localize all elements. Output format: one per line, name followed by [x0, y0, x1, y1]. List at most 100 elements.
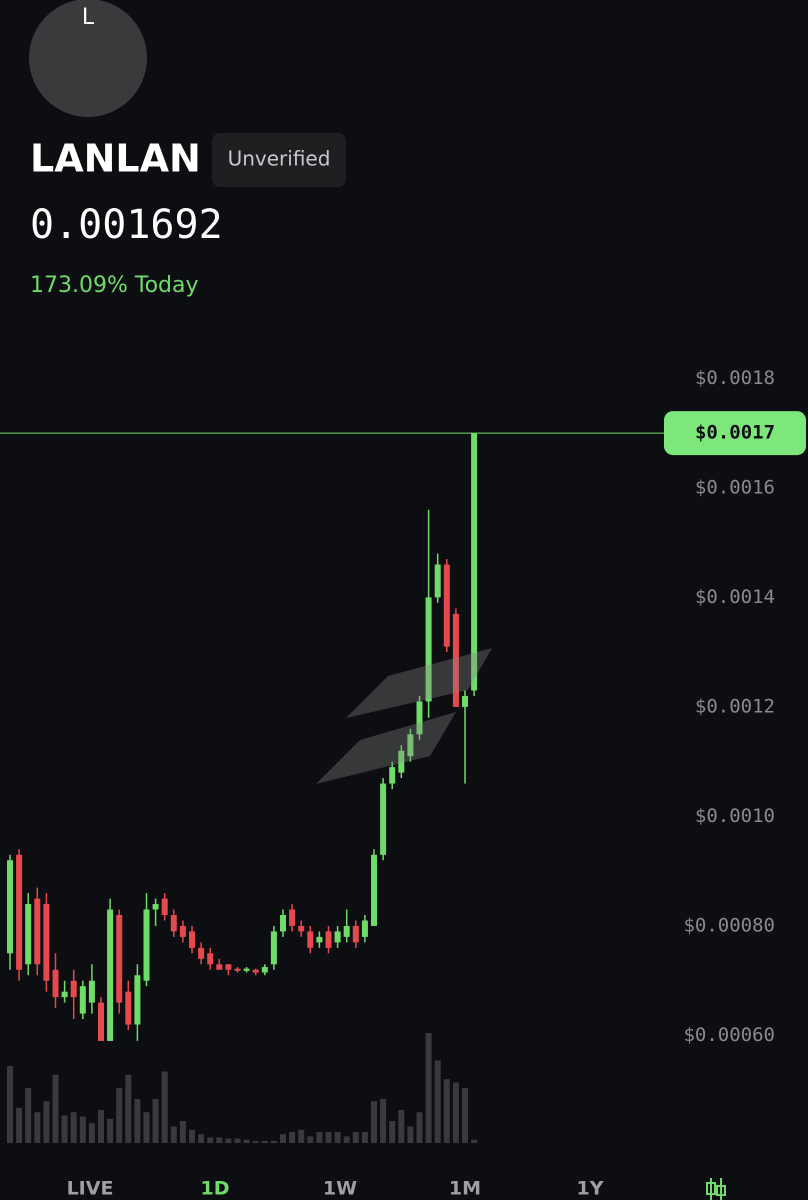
- watermark-bar: [346, 648, 492, 718]
- candle-body: [298, 925, 305, 932]
- volume-bar: [161, 1071, 168, 1143]
- volume-bar: [88, 1123, 95, 1143]
- volume-bar: [280, 1134, 286, 1143]
- candle-body: [152, 904, 159, 910]
- candle-body: [161, 898, 168, 915]
- candle-body: [343, 925, 350, 937]
- volume-bar: [325, 1132, 332, 1143]
- candle-body: [416, 701, 423, 735]
- candle-body: [389, 767, 396, 784]
- candle-body: [352, 925, 359, 943]
- candle-body: [25, 904, 32, 965]
- candle-body: [261, 967, 268, 973]
- volume-bar: [198, 1134, 205, 1143]
- candle-body: [371, 854, 377, 926]
- volume-bar: [179, 1121, 186, 1143]
- candle-body: [207, 953, 214, 965]
- candle-body: [234, 968, 241, 971]
- candle-body: [280, 915, 286, 932]
- volume-bar: [389, 1121, 396, 1143]
- candle-body: [443, 564, 450, 647]
- candle-body: [307, 931, 314, 948]
- volume-bar: [225, 1138, 232, 1143]
- candle-body: [225, 964, 232, 970]
- volume-bar: [216, 1137, 223, 1143]
- volume-bar: [434, 1060, 441, 1143]
- price: 0.001692: [30, 202, 223, 248]
- candle-body: [43, 904, 50, 981]
- candle-body: [98, 1002, 104, 1041]
- candle-body: [289, 909, 296, 926]
- volume-bar: [7, 1066, 13, 1143]
- candle-body: [361, 920, 368, 937]
- candle-body: [434, 564, 441, 598]
- tab[interactable]: 1Y: [577, 1178, 604, 1200]
- y-tick-label: $0.0012: [695, 695, 775, 717]
- candle-body: [16, 854, 23, 970]
- volume-bar: [52, 1074, 59, 1143]
- candle-body: [52, 969, 59, 998]
- candle-body: [179, 925, 186, 937]
- chart: $0.00060 $0.00080 $0.0010 $0.0012 $0.0014 $0.…: [0, 367, 806, 1143]
- volume-bar: [34, 1112, 41, 1143]
- badge-text: Unverified: [228, 147, 331, 171]
- volume-bar: [334, 1132, 341, 1143]
- tab[interactable]: 1W: [323, 1178, 357, 1200]
- volume-bar: [170, 1126, 177, 1143]
- candle-body: [325, 931, 332, 948]
- tab[interactable]: 1M: [449, 1178, 481, 1200]
- volume-bar: [189, 1129, 195, 1143]
- candle-body: [107, 909, 114, 1041]
- avatar-letter: L: [82, 5, 95, 30]
- volume-bar: [243, 1139, 250, 1143]
- volume-bar: [207, 1137, 214, 1143]
- candle-body: [334, 931, 341, 943]
- candle-body: [88, 980, 95, 1003]
- candle-body: [316, 936, 323, 943]
- candle-body: [7, 860, 13, 954]
- volume-bar: [16, 1107, 23, 1143]
- change: 173.09% Today: [30, 273, 199, 298]
- candle-body: [270, 931, 277, 965]
- tab[interactable]: LIVE: [67, 1178, 114, 1200]
- volume-bar: [416, 1112, 423, 1143]
- candle-body: [189, 931, 195, 948]
- y-tick-label: $0.0016: [695, 476, 775, 498]
- candle-body: [425, 597, 432, 702]
- volume-bar: [79, 1116, 86, 1143]
- volume-bar: [125, 1074, 132, 1143]
- candle-body: [452, 613, 459, 707]
- candle-body: [143, 909, 150, 981]
- price-tag: [664, 411, 806, 456]
- volume-bar: [398, 1110, 405, 1143]
- candle-icon[interactable]: [706, 1178, 726, 1200]
- volume-bar: [134, 1099, 141, 1143]
- volume-bar: [61, 1115, 68, 1143]
- y-tick-label: $0.00080: [683, 914, 775, 936]
- token-name: LANLAN: [30, 137, 201, 181]
- price-tag-label: $0.0017: [695, 422, 775, 444]
- candle-body: [407, 734, 414, 757]
- y-tick-label: $0.00060: [683, 1024, 775, 1046]
- volume-bar: [234, 1138, 241, 1143]
- candle-body: [471, 433, 478, 691]
- volume-bar: [452, 1082, 459, 1143]
- volume-bar: [98, 1110, 104, 1143]
- volume-bar: [289, 1132, 296, 1143]
- tabs: LIVE 1D 1W 1M 1Y: [67, 1178, 604, 1200]
- volume-bar: [343, 1136, 350, 1143]
- watermark-bar: [316, 712, 456, 784]
- volume-bar: [261, 1140, 268, 1143]
- tab[interactable]: 1D: [201, 1178, 230, 1200]
- volume-bar: [43, 1101, 50, 1143]
- volume-bar: [471, 1139, 478, 1143]
- volume-bar: [462, 1088, 468, 1143]
- candle-body: [398, 750, 405, 773]
- volume-bar: [152, 1099, 159, 1143]
- volume-bar: [361, 1132, 368, 1143]
- watermark: [316, 648, 492, 784]
- candle-body: [462, 695, 468, 707]
- volume-bar: [116, 1088, 123, 1143]
- y-tick-label: $0.0018: [695, 367, 775, 389]
- candle-body: [34, 898, 41, 965]
